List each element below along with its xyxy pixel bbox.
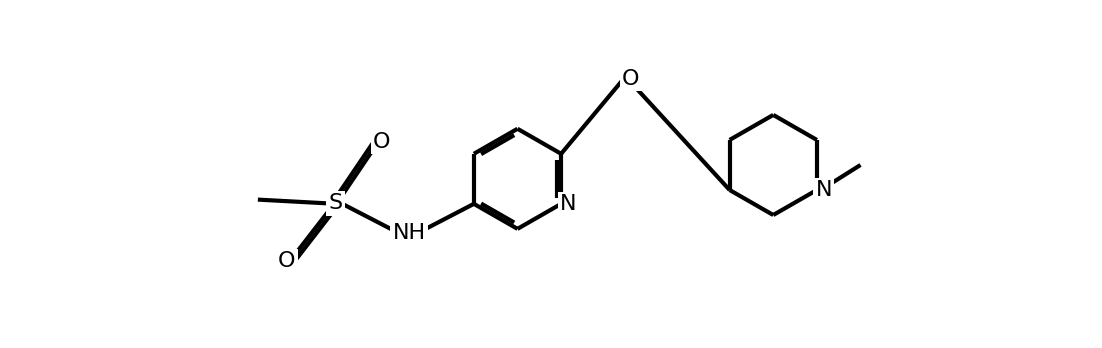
Text: N: N [815, 180, 832, 200]
Text: NH: NH [392, 223, 425, 243]
Text: O: O [622, 69, 639, 89]
Text: O: O [374, 132, 390, 152]
Text: N: N [560, 194, 576, 214]
Text: O: O [278, 251, 295, 271]
Text: S: S [328, 193, 343, 213]
